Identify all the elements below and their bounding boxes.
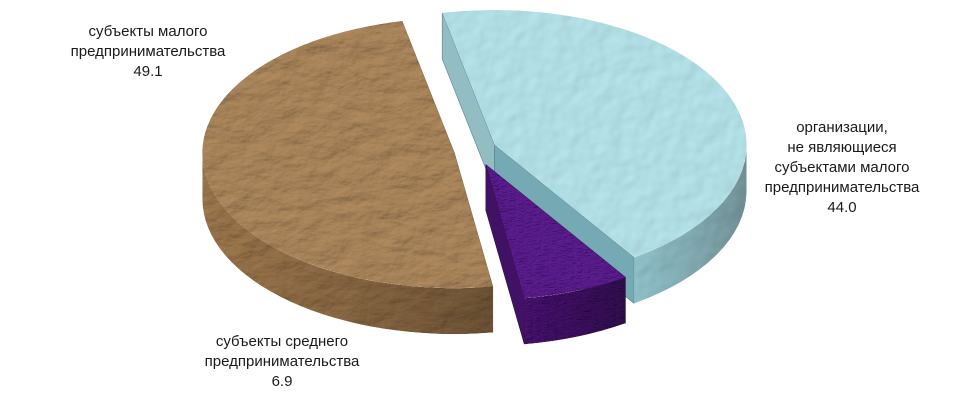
slice-label-line: субъектами малого (774, 159, 910, 176)
slice-label-medium-business: субъекты среднего предпринимательства 6.… (172, 332, 392, 392)
slice-label-small-business: субъекты малого предпринимательства 49.1 (48, 22, 248, 82)
slice-medium-business (485, 164, 626, 345)
slice-small-business (202, 20, 494, 335)
slice-non-small-business (441, 9, 747, 305)
slice-label-line: организации, (796, 119, 888, 136)
slice-label-line: субъекты малого (88, 23, 208, 40)
slice-value: 6.9 (271, 373, 293, 390)
slice-value: 49.1 (133, 63, 163, 80)
slice-label-line: не являющиеся (787, 139, 897, 156)
slice-top-face (442, 9, 747, 258)
slice-label-line: субъекты среднего (215, 333, 349, 350)
slice-label-line: предпринимательства (764, 179, 920, 196)
slice-label-non-small-business: организации, не являющиеся субъектами ма… (732, 118, 952, 218)
slice-side-wall (202, 153, 493, 335)
slice-side-wall (524, 277, 626, 345)
slice-top-face (485, 164, 626, 299)
slice-side-wall (634, 144, 747, 304)
slice-label-line: предпринимательства (70, 43, 226, 60)
slice-value: 44.0 (827, 199, 857, 216)
slice-top-face (202, 21, 493, 289)
slice-label-line: предпринимательства (204, 353, 360, 370)
